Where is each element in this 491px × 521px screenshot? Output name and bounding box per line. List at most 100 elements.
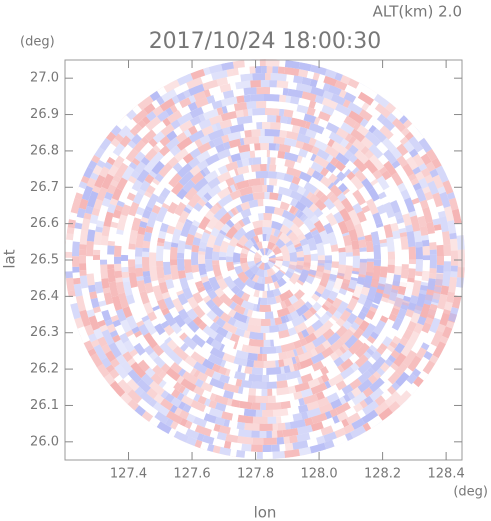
radar-cell bbox=[219, 312, 232, 323]
radar-cell bbox=[202, 358, 215, 370]
radar-cell bbox=[399, 172, 413, 190]
radar-cell bbox=[357, 360, 373, 375]
radar-cell bbox=[187, 296, 199, 310]
radar-cell bbox=[148, 170, 157, 179]
radar-cell bbox=[116, 115, 131, 130]
radar-cell bbox=[306, 407, 322, 419]
radar-cell bbox=[76, 207, 86, 219]
radar-cell bbox=[165, 367, 181, 382]
radar-cell bbox=[139, 220, 148, 229]
radar-cell bbox=[163, 324, 175, 336]
radar-cell bbox=[267, 157, 271, 165]
radar-cell bbox=[346, 297, 359, 311]
radar-cell bbox=[137, 398, 154, 414]
radar-cell bbox=[253, 360, 264, 368]
radar-cell bbox=[370, 231, 381, 246]
radar-cell bbox=[121, 260, 129, 268]
radar-cell bbox=[236, 289, 245, 299]
radar-cell bbox=[275, 157, 281, 166]
radar-cell bbox=[465, 256, 472, 262]
radar-cell bbox=[211, 371, 222, 381]
radar-cell bbox=[296, 432, 311, 443]
radar-cell bbox=[303, 217, 316, 231]
radar-cell bbox=[353, 158, 368, 173]
radar-cell bbox=[160, 390, 169, 399]
radar-cell bbox=[175, 131, 188, 143]
y-tick-label: 26.8 bbox=[30, 143, 59, 158]
radar-cell bbox=[269, 178, 278, 186]
radar-cell bbox=[192, 305, 206, 319]
radar-cell bbox=[278, 322, 289, 332]
radar-cell bbox=[344, 190, 359, 207]
radar-cell bbox=[147, 311, 158, 322]
radar-cell bbox=[70, 302, 81, 320]
radar-cell bbox=[301, 142, 314, 153]
radar-cell bbox=[344, 334, 359, 349]
radar-cell bbox=[135, 264, 143, 269]
radar-cell bbox=[256, 276, 263, 284]
radar-cell bbox=[194, 424, 212, 437]
radar-cell bbox=[280, 300, 287, 309]
radar-cell bbox=[237, 336, 250, 346]
radar-cell bbox=[429, 168, 439, 178]
radar-cell bbox=[433, 224, 442, 231]
radar-cell bbox=[168, 428, 177, 437]
radar-cell bbox=[190, 171, 205, 185]
radar-cell bbox=[170, 119, 181, 130]
radar-cell bbox=[134, 161, 147, 175]
radar-cell bbox=[188, 406, 202, 418]
radar-cell bbox=[279, 290, 292, 302]
radar-cell bbox=[322, 328, 335, 341]
radar-cell bbox=[315, 190, 325, 199]
radar-cell bbox=[222, 352, 236, 364]
radar-cell bbox=[285, 240, 294, 248]
radar-cell bbox=[364, 339, 373, 348]
radar-cell bbox=[295, 303, 310, 317]
radar-cell bbox=[357, 378, 373, 393]
radar-cell bbox=[235, 378, 243, 387]
radar-cell bbox=[169, 148, 178, 157]
radar-cell bbox=[212, 260, 220, 265]
radar-cell bbox=[401, 300, 410, 307]
radar-cell bbox=[442, 271, 451, 287]
radar-cell bbox=[248, 388, 257, 396]
radar-cell bbox=[284, 457, 293, 459]
radar-cell bbox=[184, 187, 198, 201]
radar-cell bbox=[358, 262, 367, 278]
radar-cell bbox=[326, 370, 335, 380]
radar-cell bbox=[232, 173, 245, 184]
radar-cell bbox=[256, 241, 263, 250]
radar-cell bbox=[258, 290, 263, 298]
radar-cell bbox=[155, 141, 165, 150]
radar-cell bbox=[200, 381, 214, 393]
radar-cell bbox=[257, 297, 261, 305]
radar-cell bbox=[289, 205, 297, 215]
radar-cell bbox=[226, 261, 235, 272]
radar-cell bbox=[199, 134, 211, 145]
radar-cell bbox=[359, 118, 369, 128]
radar-cell bbox=[391, 335, 401, 345]
radar-cell bbox=[252, 274, 260, 283]
radar-cell bbox=[314, 343, 326, 355]
radar-cell bbox=[464, 268, 465, 276]
radar-cell bbox=[339, 138, 350, 148]
radar-cell bbox=[318, 402, 334, 415]
radar-cell bbox=[225, 59, 233, 63]
radar-cell bbox=[76, 186, 86, 195]
radar-cell bbox=[137, 226, 146, 235]
radar-cell bbox=[443, 206, 454, 222]
radar-cell bbox=[120, 204, 131, 217]
radar-cell bbox=[233, 311, 248, 324]
radar-cell bbox=[404, 197, 416, 213]
radar-cell bbox=[284, 67, 300, 76]
radar-cell bbox=[167, 201, 179, 214]
radar-cell bbox=[184, 355, 197, 368]
radar-cell bbox=[313, 220, 326, 233]
radar-cell bbox=[365, 240, 374, 253]
radar-cell bbox=[249, 150, 256, 158]
radar-cell bbox=[300, 373, 314, 384]
radar-cell bbox=[419, 199, 429, 209]
radar-cell bbox=[335, 317, 346, 328]
radar-cell bbox=[294, 289, 305, 301]
radar-cell bbox=[292, 238, 301, 246]
